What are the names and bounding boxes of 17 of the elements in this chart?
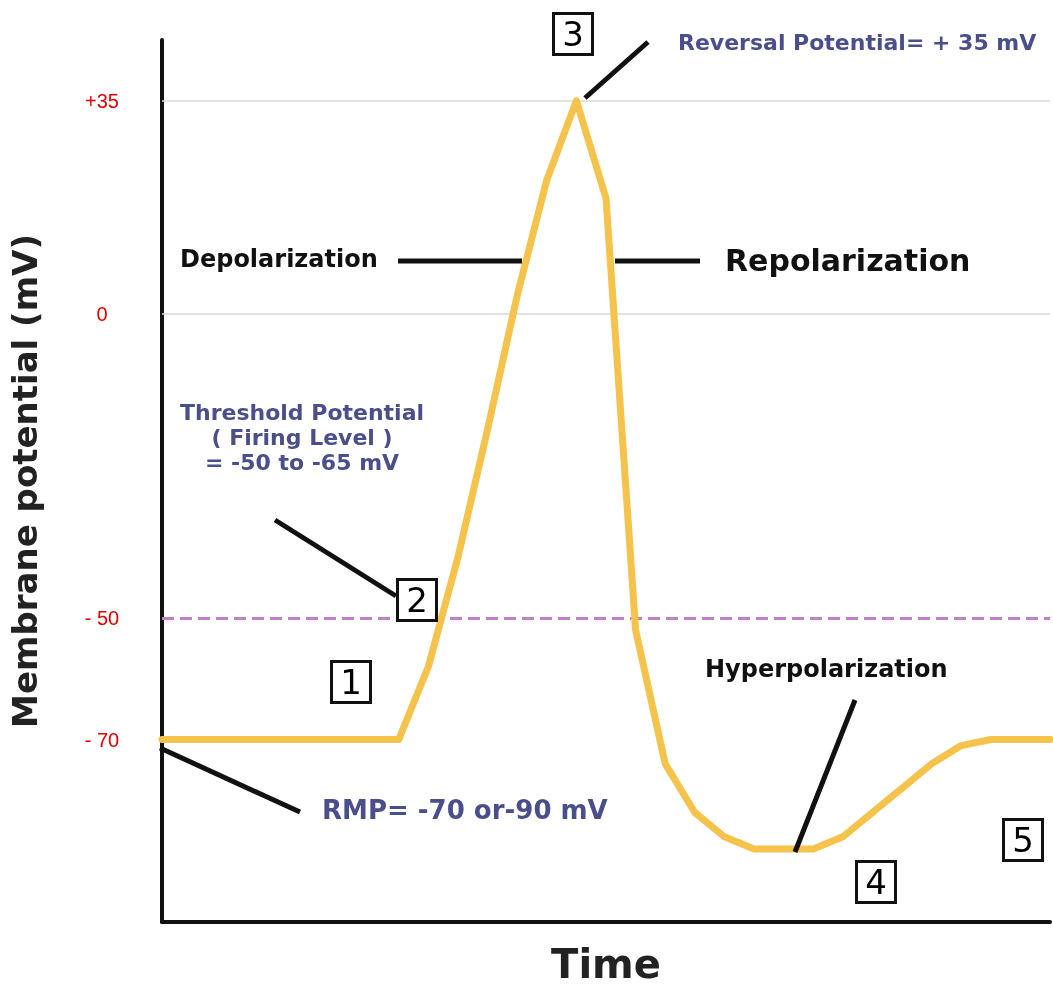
annotation: Depolarization (180, 245, 378, 273)
annotation: Reversal Potential= + 35 mV (678, 30, 1037, 55)
annotation: 4 (855, 860, 897, 904)
annotation: Hyperpolarization (705, 655, 948, 683)
annotation: 2 (396, 578, 438, 622)
y-axis-title: Membrane potential (mV) (5, 234, 45, 728)
annotation: 1 (330, 660, 372, 704)
annotation: 5 (1002, 818, 1044, 862)
y-tick-label: +35 (85, 89, 119, 112)
x-axis-title: Time (551, 941, 661, 987)
annotation: 3 (552, 12, 594, 56)
y-tick-label: - 70 (84, 728, 120, 751)
annotation: Repolarization (725, 243, 971, 278)
y-tick-label: 0 (96, 302, 108, 325)
y-tick-label: - 50 (84, 606, 120, 629)
annotation: Threshold Potential ( Firing Level ) = -50 to -65 mV (180, 400, 425, 475)
annotation: RMP= -70 or-90 mV (322, 795, 608, 825)
